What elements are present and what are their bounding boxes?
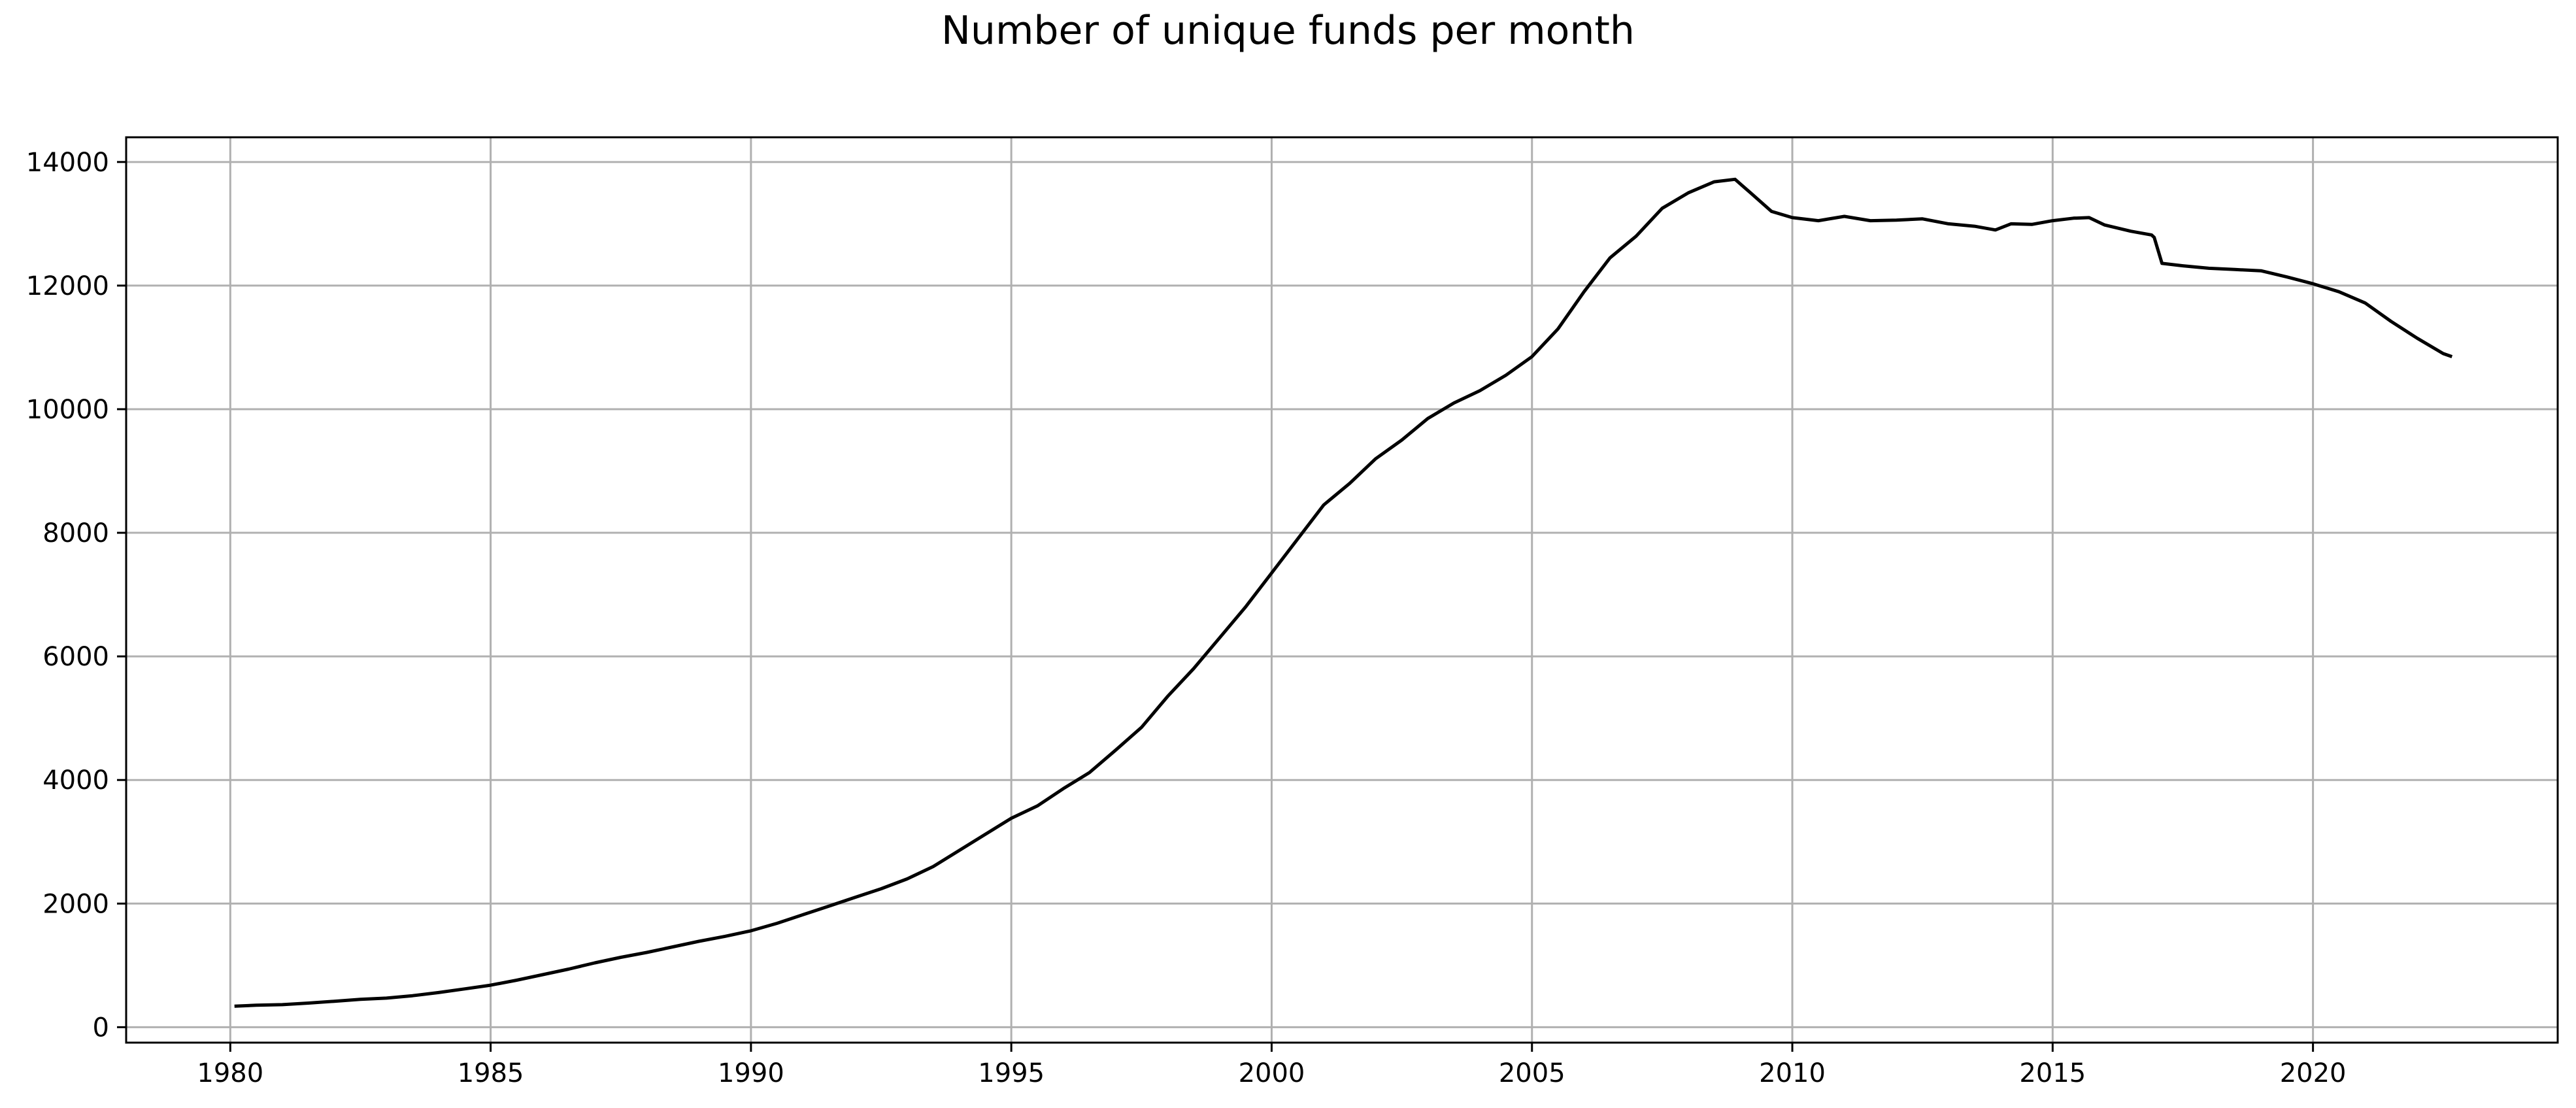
x-tick-label: 2015 (2019, 1058, 2086, 1088)
x-tick-label: 1995 (978, 1058, 1045, 1088)
y-tick-label: 14000 (26, 148, 109, 178)
y-tick-label: 12000 (26, 271, 109, 301)
x-tick-label: 2010 (1759, 1058, 1826, 1088)
x-tick-label: 1985 (458, 1058, 524, 1088)
x-tick-label: 2005 (1499, 1058, 1565, 1088)
y-tick-label: 6000 (42, 642, 109, 672)
x-tick-label: 2020 (2280, 1058, 2347, 1088)
y-tick-label: 0 (93, 1013, 109, 1043)
x-tick-label: 1980 (197, 1058, 263, 1088)
y-tick-label: 10000 (26, 395, 109, 425)
y-tick-label: 8000 (42, 518, 109, 548)
axes-frame (125, 136, 2559, 1044)
y-tick-label: 2000 (42, 889, 109, 919)
x-tick-label: 1990 (718, 1058, 784, 1088)
series-line (234, 177, 2453, 1008)
x-tick-label: 2000 (1239, 1058, 1305, 1088)
chart-title: Number of unique funds per month (941, 8, 1635, 54)
y-tick-label: 4000 (42, 765, 109, 796)
